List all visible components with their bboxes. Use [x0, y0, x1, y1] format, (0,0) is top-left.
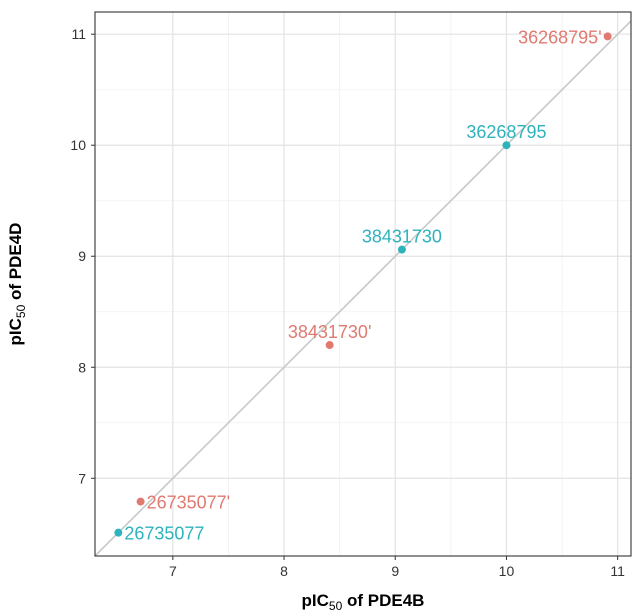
data-point [325, 341, 334, 350]
x-tick-label: 7 [169, 563, 177, 579]
x-axis-title-main: pIC [302, 591, 329, 610]
y-axis-title-rest: of PDE4D [6, 223, 25, 305]
plot-panel [95, 12, 631, 556]
points-layer [114, 32, 612, 537]
data-point-label: 36268795' [518, 27, 602, 47]
x-axis-title-rest: of PDE4B [342, 591, 424, 610]
y-axis-title-main: pIC [6, 318, 25, 345]
identity-line [94, 20, 632, 557]
data-point-label: 26735077' [147, 493, 231, 513]
y-tick-label: 10 [70, 137, 86, 153]
grid-minor [95, 12, 631, 556]
data-point [397, 245, 406, 254]
data-point [502, 141, 511, 150]
point-labels-layer: 26735077' 38431730' 36268795' 26735077 38431… [124, 27, 601, 543]
x-tick-label: 9 [391, 563, 399, 579]
y-tick-label: 11 [71, 26, 86, 42]
data-point-label: 38431730' [288, 322, 372, 342]
x-tick-label: 8 [280, 563, 288, 579]
plot-border [94, 11, 632, 557]
y-axis: 7 8 9 10 11 [70, 26, 95, 486]
y-tick-label: 8 [78, 359, 86, 375]
y-axis-title-subscript: 50 [14, 304, 28, 318]
y-axis-title: pIC50 of PDE4D [6, 223, 28, 346]
y-tick-label: 7 [78, 470, 86, 486]
grid-major [95, 12, 631, 556]
x-axis: 7 8 9 10 11 [169, 556, 625, 579]
data-point-label: 36268795 [466, 122, 546, 142]
x-axis-title: pIC50 of PDE4B [302, 591, 425, 613]
data-point-label: 38431730 [362, 227, 442, 247]
x-tick-label: 11 [610, 563, 625, 579]
x-axis-title-subscript: 50 [329, 599, 343, 613]
data-point [603, 32, 612, 41]
data-point [136, 497, 145, 506]
x-tick-label: 10 [499, 563, 515, 579]
data-point-label: 26735077 [124, 524, 204, 544]
data-point [114, 528, 123, 537]
y-tick-label: 9 [78, 248, 86, 264]
